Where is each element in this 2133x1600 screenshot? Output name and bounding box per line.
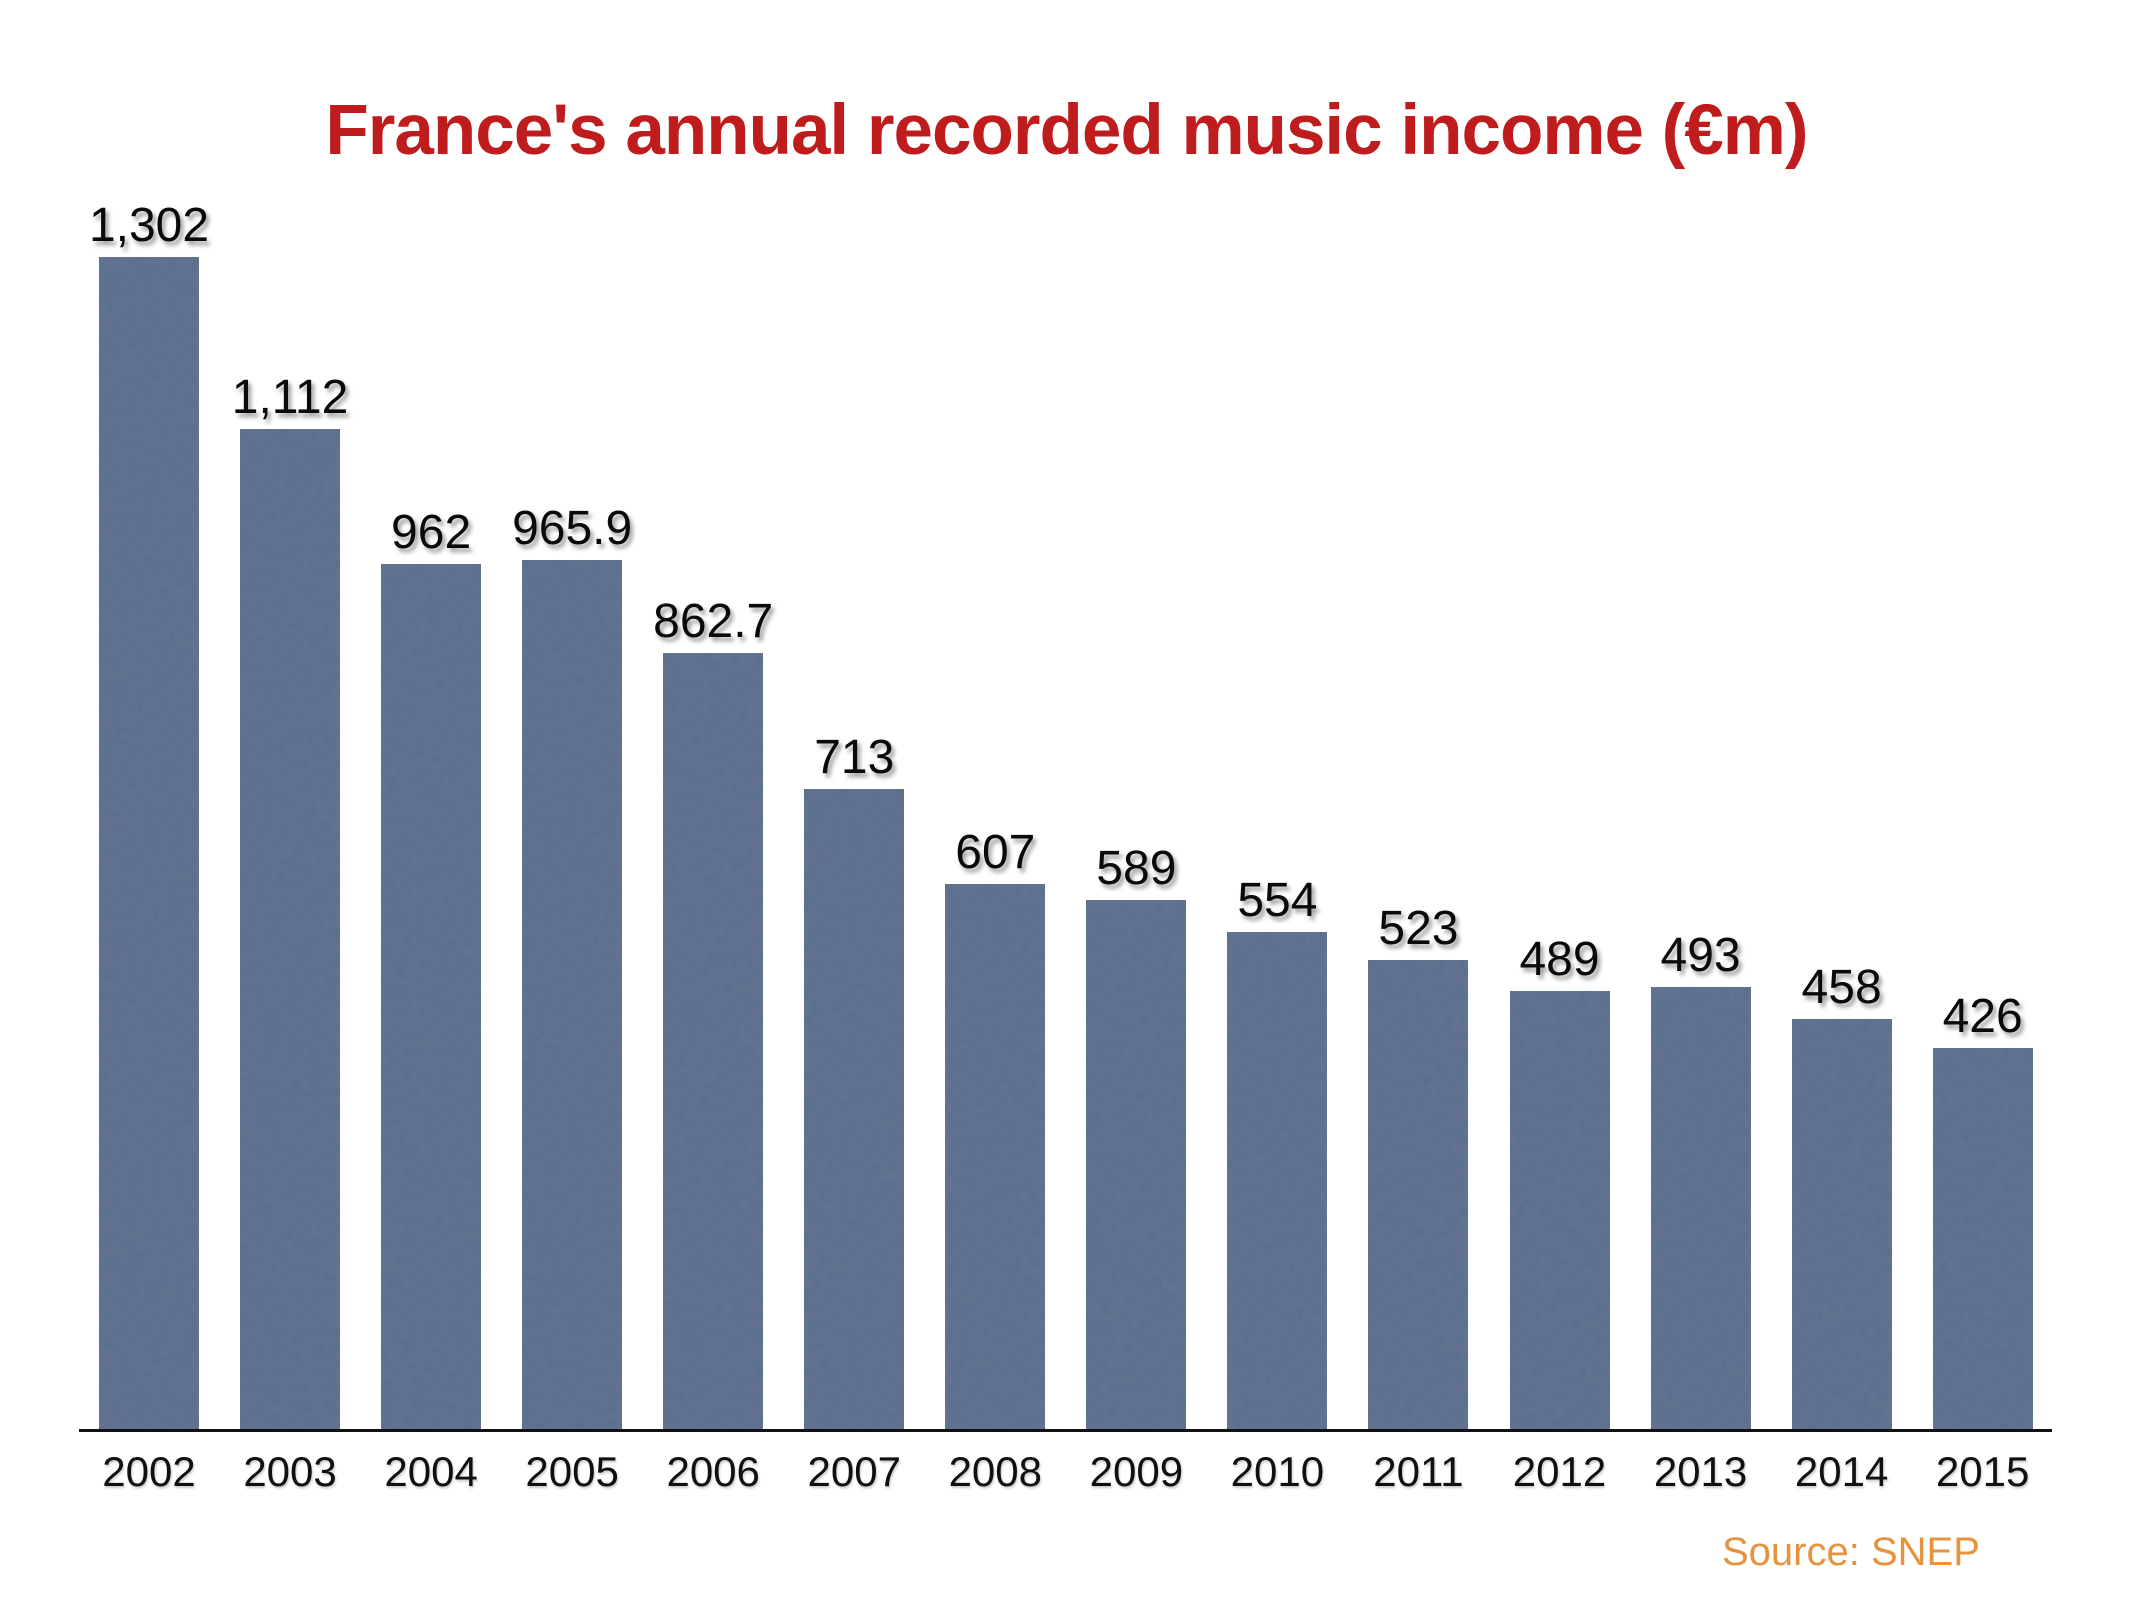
bar-2014 (1791, 1019, 1892, 1432)
bar-column-2008: 607 (945, 826, 1046, 1432)
chart-title: France's annual recorded music income (€… (325, 91, 1808, 170)
bar-texture (1932, 1048, 2033, 1432)
bar-texture (945, 884, 1046, 1432)
bar-2005 (522, 560, 623, 1432)
bar-value-label-2007: 713 (814, 731, 895, 784)
bar-2013 (1650, 987, 1751, 1432)
bar-texture (99, 257, 199, 1432)
bar-value-label-2005: 965.9 (512, 502, 633, 555)
bar-value-label-2006: 862.7 (653, 595, 774, 648)
bar-column-2003: 1,112 (232, 374, 348, 1432)
bar-texture (663, 653, 764, 1432)
bar-texture (1368, 960, 1469, 1432)
x-axis-label-2010: 2010 (1230, 1448, 1325, 1495)
x-axis-label-2013: 2013 (1653, 1448, 1748, 1495)
bar-value-label-2014: 458 (1801, 961, 1882, 1014)
x-axis-label-2005: 2005 (525, 1448, 619, 1495)
bar-texture (1650, 987, 1751, 1432)
bar-2012 (1509, 991, 1610, 1432)
bar-2011 (1368, 960, 1469, 1432)
bar-texture (240, 429, 341, 1432)
bar-2009 (1086, 900, 1187, 1432)
bar-2006 (663, 653, 764, 1432)
bar-2015 (1932, 1048, 2033, 1432)
x-axis-label-2004: 2004 (384, 1448, 478, 1495)
x-axis-label-2012: 2012 (1512, 1448, 1607, 1495)
x-axis-label-2015: 2015 (1935, 1448, 2030, 1495)
bar-value-label-2002: 1,302 (88, 199, 210, 252)
x-axis-label-2003: 2003 (243, 1448, 337, 1495)
bar-texture (804, 789, 905, 1432)
bar-value-label-2003: 1,112 (231, 371, 349, 424)
x-axis-label-2002: 2002 (102, 1448, 196, 1495)
bar-value-label-2008: 607 (955, 826, 1036, 879)
bar-texture (381, 564, 482, 1432)
x-axis-label-2006: 2006 (666, 1448, 760, 1495)
bar-2004 (381, 564, 482, 1432)
x-axis-label-2014: 2014 (1794, 1448, 1889, 1495)
x-axis-label-2011: 2011 (1373, 1448, 1464, 1495)
bar-texture (1227, 932, 1328, 1432)
bar-column-2015: 426 (1932, 990, 2033, 1432)
bar-value-label-2015: 426 (1942, 990, 2023, 1043)
bar-2007 (804, 789, 905, 1432)
bar-column-2012: 489 (1509, 933, 1610, 1432)
x-axis-label-2008: 2008 (948, 1448, 1043, 1495)
bar-column-2011: 523 (1368, 902, 1469, 1432)
bar-texture (522, 560, 623, 1432)
bar-value-label-2009: 589 (1096, 842, 1177, 895)
bar-2003 (240, 429, 341, 1432)
bar-column-2009: 589 (1086, 842, 1187, 1432)
bar-column-2004: 962 (381, 506, 482, 1432)
bar-column-2014: 458 (1791, 961, 1892, 1432)
bar-column-2013: 493 (1650, 929, 1751, 1432)
bar-value-label-2013: 493 (1660, 929, 1741, 982)
bar-value-label-2011: 523 (1378, 902, 1459, 955)
bar-column-2006: 862.7 (653, 598, 773, 1432)
x-axis-label-2009: 2009 (1089, 1448, 1184, 1495)
bar-value-label-2004: 962 (391, 506, 472, 559)
bar-column-2002: 1,302 (89, 202, 209, 1432)
bar-value-label-2010: 554 (1237, 874, 1318, 927)
bar-2002 (99, 257, 199, 1432)
x-axis-line (79, 1429, 2052, 1432)
bar-texture (1086, 900, 1187, 1432)
bar-column-2010: 554 (1227, 874, 1328, 1432)
bar-column-2005: 965.9 (512, 505, 632, 1432)
bar-2008 (945, 884, 1046, 1432)
bar-texture (1791, 1019, 1892, 1432)
bar-2010 (1227, 932, 1328, 1432)
x-axis-label-2007: 2007 (807, 1448, 901, 1495)
source-label: Source: SNEP (1722, 1530, 1980, 1574)
bar-texture (1509, 991, 1610, 1432)
bar-column-2007: 713 (804, 731, 905, 1432)
bar-value-label-2012: 489 (1519, 933, 1600, 986)
